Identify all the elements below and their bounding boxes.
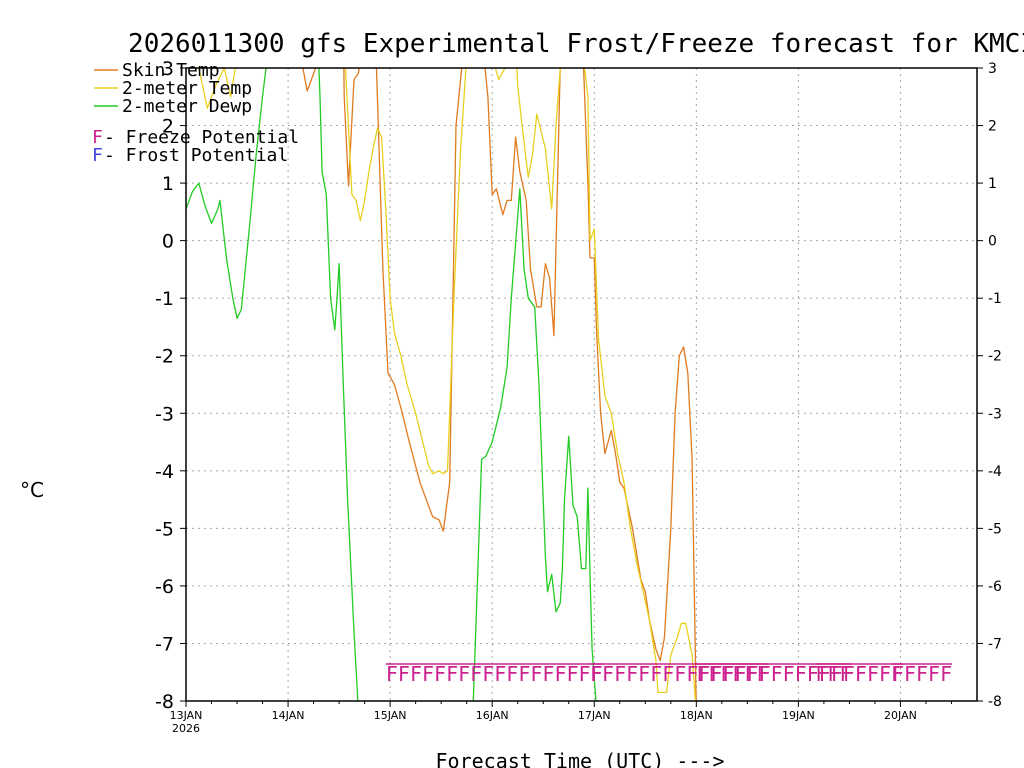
y-tick-label-right: -1 [988, 291, 1002, 307]
y-tick-label-left: 0 [162, 231, 174, 253]
y-tick-label-left: -5 [155, 518, 174, 540]
y-tick-label-left: -6 [155, 576, 174, 598]
y-axis: -8 -8 -7 -7 -6 -6 -5 -5 -4 -4 -3 -3 -2 -2 -1 -1 0 0 1 1 2 2 3 3 [155, 58, 1002, 713]
x-tick-label: 19JAN [782, 709, 815, 722]
x-tick-label: 17JAN [578, 709, 611, 722]
y-tick-label-right: 3 [988, 61, 997, 77]
x-tick-label: 15JAN [374, 709, 407, 722]
y-tick-label-right: -4 [988, 464, 1002, 480]
legend-label-frost: - Frost Potential [104, 145, 288, 166]
x-tick-label: 20JAN [884, 709, 917, 722]
series-line-dewp [186, 68, 597, 701]
y-tick-label-right: 0 [988, 234, 997, 250]
y-tick-label-right: -8 [988, 694, 1002, 710]
legend-symbol-freeze: F [92, 127, 103, 148]
freeze-flag-run: FFFFFFFFFFFFFFFFFF [386, 662, 603, 686]
y-tick-label-left: 3 [162, 58, 174, 80]
legend-label-dewp: 2-meter Dewp [122, 96, 252, 117]
y-tick-label-left: -7 [155, 633, 174, 655]
y-tick-label-right: -3 [988, 406, 1002, 422]
plot-frame [185, 67, 978, 702]
freeze-flag-run: FFFFF [892, 662, 952, 686]
y-tick-label-right: -2 [988, 349, 1002, 365]
y-tick-label-right: -6 [988, 579, 1002, 595]
legend-label-temp2m: 2-meter Temp [122, 78, 252, 99]
x-axis-label: Forecast Time (UTC) ---> [436, 749, 725, 768]
x-tick-label: 14JAN [272, 709, 305, 722]
x-tick-sublabel: 2026 [172, 722, 200, 735]
grid [186, 68, 977, 701]
y-tick-label-left: -8 [155, 691, 174, 713]
y-tick-label-right: -5 [988, 521, 1002, 537]
series-group [186, 68, 697, 701]
series-line-temp2m [198, 68, 697, 701]
freeze-flag-run: FFFFFFFFFFFFFFFFFFFFFFFFFF [590, 662, 903, 686]
freeze-flags-group: FFFFFFFFFFFFFFFFFFFFFFFFFFFFFFFFFFFFFFFF… [385, 662, 952, 686]
y-tick-label-right: 2 [988, 119, 997, 135]
series-line-skin [302, 68, 697, 701]
y-tick-label-left: -4 [155, 461, 174, 483]
y-tick-label-right: -7 [988, 636, 1002, 652]
y-tick-label-left: -2 [155, 346, 174, 368]
y-tick-label-left: -3 [155, 403, 174, 425]
legend-label-freeze: - Freeze Potential [104, 127, 299, 148]
y-tick-label-left: 1 [162, 173, 174, 195]
y-tick-label-left: -1 [155, 288, 174, 310]
y-axis-label: °C [20, 478, 44, 502]
chart-title: 2026011300 gfs Experimental Frost/Freeze… [128, 29, 1024, 59]
freeze-flag-run: FFF [815, 662, 851, 686]
legend-symbol-frost: F [92, 145, 103, 166]
y-tick-label-right: 1 [988, 176, 997, 192]
x-tick-label: 18JAN [680, 709, 713, 722]
y-tick-label-left: 2 [162, 116, 174, 138]
freeze-flag-run: FFFFFF [696, 662, 768, 686]
x-tick-label: 13JAN [170, 709, 203, 722]
x-tick-label: 16JAN [476, 709, 509, 722]
legend-label-skin: Skin Temp [122, 60, 220, 81]
